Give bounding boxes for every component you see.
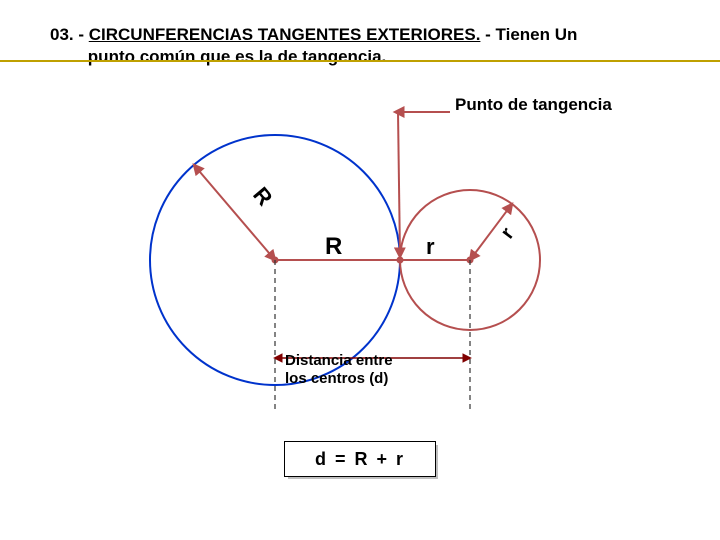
slide-canvas: 03. - CIRCUNFERENCIAS TANGENTES EXTERIOR…: [0, 0, 720, 540]
label-R-angled: R: [248, 182, 277, 210]
label-r-horz: r: [426, 234, 435, 259]
tangent-point-dot: [397, 257, 404, 264]
tangent-point-label: Punto de tangencia: [455, 95, 612, 115]
distance-label-line2: los centros (d): [285, 370, 388, 387]
formula-text: d = R + r: [315, 449, 405, 469]
radius-big-angled: [194, 165, 275, 260]
distance-label-line1: Distancia entre: [285, 352, 393, 369]
label-R-horz: R: [325, 233, 342, 260]
label-r-angled: r: [496, 223, 518, 243]
distance-label: Distancia entre los centros (d): [285, 352, 393, 388]
formula-box: d = R + r: [284, 441, 436, 477]
